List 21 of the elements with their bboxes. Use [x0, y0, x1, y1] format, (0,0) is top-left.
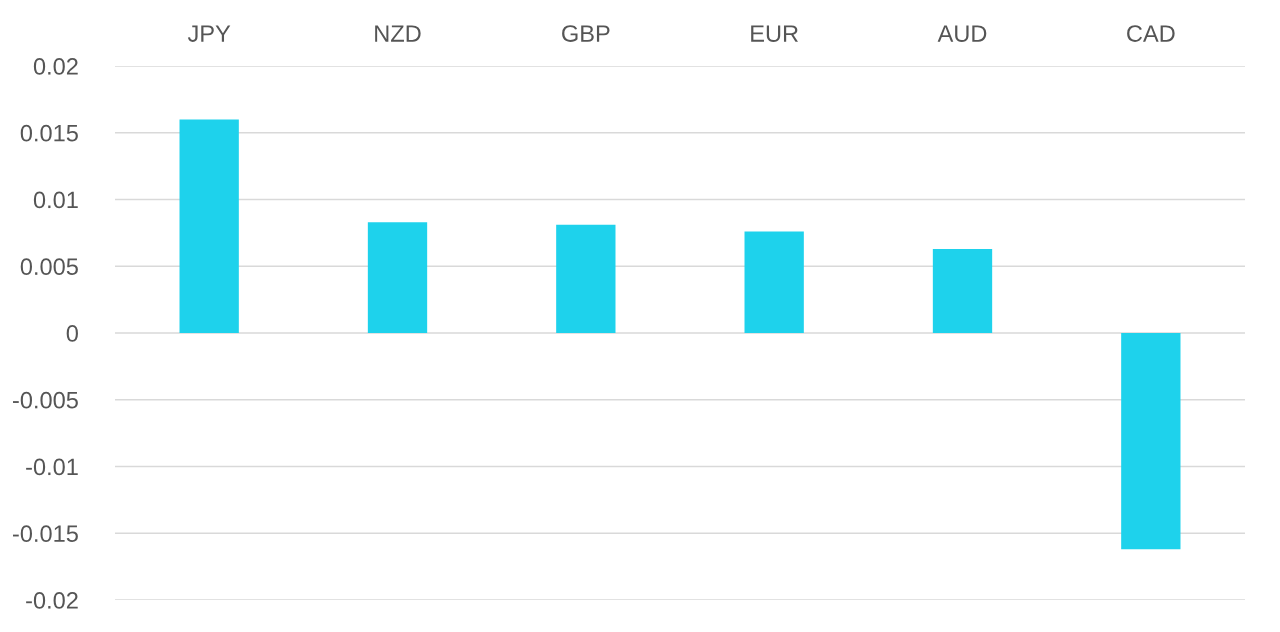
x-tick-label: GBP	[562, 25, 610, 42]
x-tick-label: AUD	[937, 25, 987, 42]
bar	[556, 224, 616, 333]
y-tick-label: -0.015	[13, 525, 78, 543]
y-tick-label: 0.01	[33, 191, 78, 209]
x-tick-label: CAD	[1127, 25, 1175, 42]
bar	[932, 248, 993, 333]
y-tick-label: 0.005	[20, 258, 78, 276]
bar	[744, 231, 804, 333]
x-tick-label: EUR	[751, 25, 798, 42]
y-tick-label: 0.015	[20, 124, 78, 142]
bar	[179, 119, 239, 333]
x-tick-label: NZD	[375, 25, 421, 42]
y-tick-label: 0	[66, 325, 78, 342]
bar	[367, 222, 428, 333]
x-tick-label: JPY	[187, 25, 231, 42]
y-tick-label: -0.005	[13, 391, 78, 409]
y-tick-label: -0.01	[26, 458, 78, 476]
y-tick-label: -0.02	[26, 592, 78, 609]
bar	[1121, 333, 1181, 550]
y-tick-label: 0.02	[33, 58, 78, 75]
